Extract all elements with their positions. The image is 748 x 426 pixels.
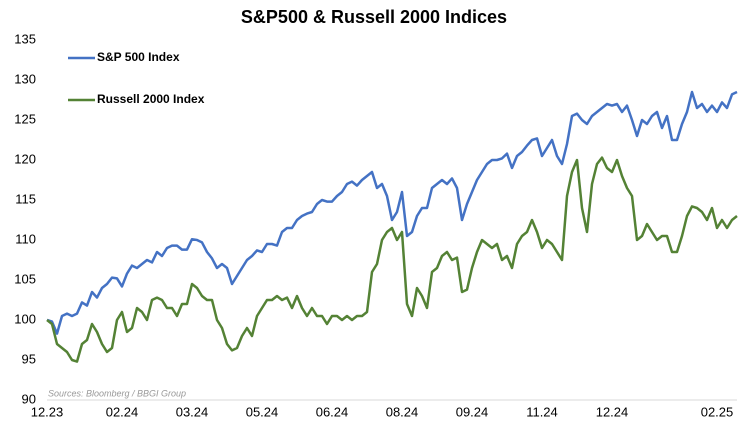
x-tick-label: 05.24 (246, 404, 279, 419)
x-tick-label: 09.24 (456, 404, 489, 419)
x-tick-label: 11.24 (526, 404, 558, 419)
y-tick-label: 110 (15, 231, 36, 246)
y-tick-label: 105 (14, 271, 36, 286)
y-tick-label: 95 (22, 351, 36, 366)
y-tick-label: 130 (14, 71, 36, 86)
y-tick-label: 100 (14, 311, 36, 326)
chart-title: S&P500 & Russell 2000 Indices (241, 7, 507, 27)
y-tick-label: 115 (15, 191, 36, 206)
x-tick-label: 03.24 (176, 404, 209, 419)
x-tick-label: 02.24 (106, 404, 139, 419)
legend-label: Russell 2000 Index (97, 92, 205, 106)
legend-label: S&P 500 Index (97, 50, 180, 64)
y-tick-label: 120 (14, 151, 36, 166)
series-line (46, 90, 738, 335)
y-tick-label: 135 (14, 31, 36, 46)
x-tick-label: 12.23 (31, 404, 64, 419)
x-tick-label: 08.24 (386, 404, 419, 419)
source-note: Sources: Bloomberg / BBGI Group (48, 388, 186, 398)
y-tick-label: 90 (22, 391, 36, 406)
x-tick-label: 12.24 (596, 404, 629, 419)
x-tick-label: 06.24 (316, 404, 349, 419)
x-tick-label: 02.25 (701, 404, 734, 419)
y-tick-label: 125 (14, 111, 36, 126)
series-line (46, 156, 738, 363)
